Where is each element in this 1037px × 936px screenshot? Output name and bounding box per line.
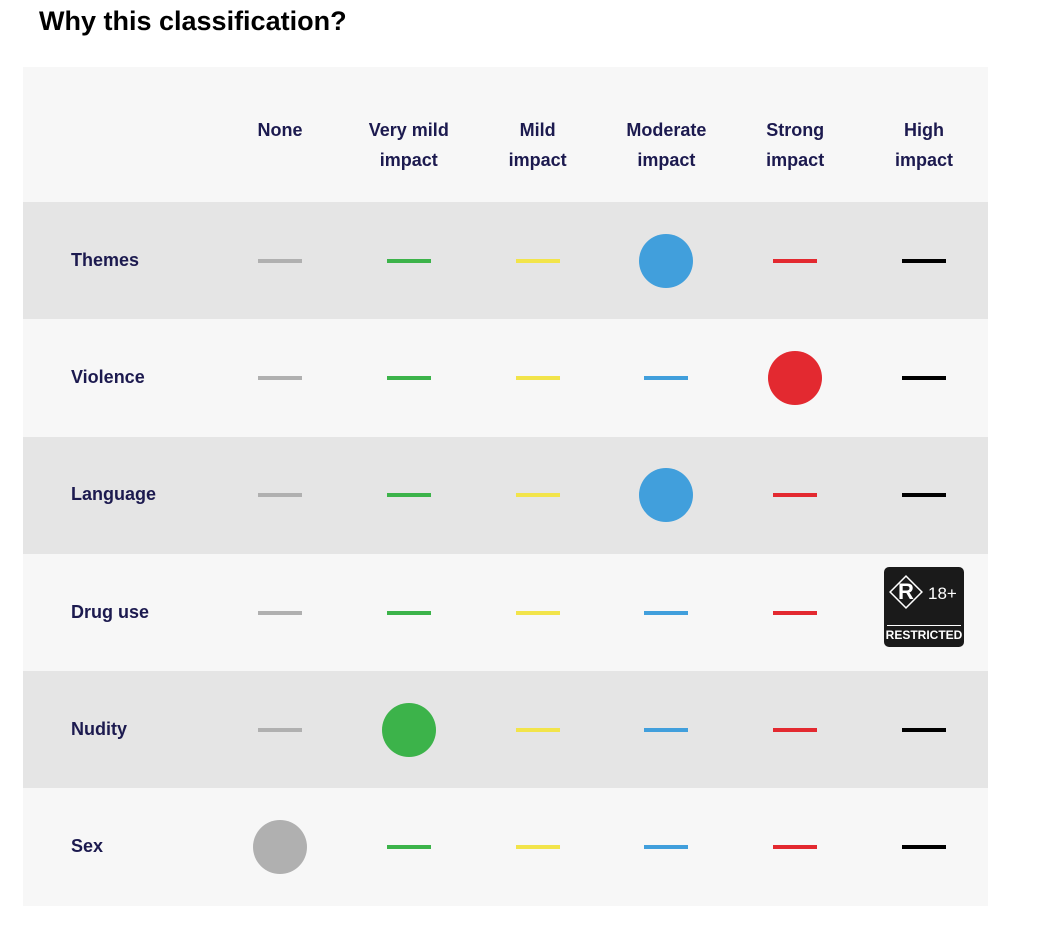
column-header: Mild	[519, 120, 556, 140]
column-header: impact	[894, 150, 954, 170]
table-row: Nudity	[23, 671, 988, 789]
rating-dash	[515, 375, 560, 380]
badge-age: 18+	[928, 583, 957, 603]
column-header: impact	[766, 150, 825, 170]
table-row: Sex	[23, 788, 988, 906]
column-header: impact	[379, 150, 438, 170]
rating-dot	[768, 350, 823, 405]
rating-dash	[515, 845, 560, 850]
row-label: Sex	[71, 836, 104, 857]
rating-dash	[386, 610, 431, 615]
rating-dash	[515, 610, 560, 615]
rating-dash	[386, 375, 431, 380]
title: Why this classification?	[39, 6, 347, 36]
rating-dash	[773, 610, 818, 615]
rating-dash	[644, 845, 689, 850]
rating-dash	[515, 727, 560, 732]
rating-dash	[386, 493, 431, 498]
badge-divider	[887, 624, 961, 626]
rating-dash	[902, 258, 946, 263]
column-header: impact	[508, 150, 567, 170]
rating-dash	[258, 727, 302, 732]
rating-dash	[902, 493, 946, 498]
rating-dash	[386, 845, 431, 850]
rating-dash	[258, 258, 302, 263]
row-label: Violence	[71, 366, 145, 387]
rating-dash	[644, 375, 689, 380]
rating-dash	[902, 375, 946, 380]
rating-dash	[644, 610, 689, 615]
rating-dash	[773, 845, 818, 850]
rating-dash	[258, 375, 302, 380]
rating-dash	[258, 493, 302, 498]
rating-dash	[773, 493, 818, 498]
rating-dash	[515, 493, 560, 498]
rating-dot	[253, 820, 307, 875]
rating-dot	[639, 233, 694, 288]
badge-label: RESTRICTED	[885, 627, 963, 642]
row-label: Themes	[71, 249, 140, 270]
column-header: Very mild	[368, 120, 449, 140]
row-label: Language	[71, 484, 157, 505]
rating-dash	[902, 845, 946, 850]
rating-dash	[773, 727, 818, 732]
rating-badge: R 18+ RESTRICTED	[884, 566, 964, 647]
rating-dot	[381, 702, 436, 757]
rating-dash	[258, 610, 302, 615]
rating-dot	[639, 468, 694, 523]
column-header: High	[904, 120, 944, 140]
rating-dash	[515, 258, 560, 263]
column-header: Strong	[766, 120, 825, 140]
rating-dash	[644, 727, 689, 732]
rating-dash	[386, 258, 431, 263]
badge-letter: R	[898, 578, 914, 604]
rating-dash	[773, 258, 818, 263]
table-row: Themes	[23, 202, 988, 320]
rating-table: None Very mild impact Mild impact Moderate imp…	[23, 67, 988, 906]
column-header: impact	[637, 150, 696, 170]
table-row: Drug use R 18+ RESTRICTED	[23, 553, 988, 672]
table-row: Language	[23, 436, 988, 554]
row-label: Nudity	[71, 718, 127, 739]
column-header: Moderate	[626, 120, 707, 140]
rating-dash	[902, 727, 946, 732]
row-label: Drug use	[71, 601, 150, 622]
table-row: Violence	[23, 319, 988, 437]
column-header: None	[257, 120, 303, 140]
